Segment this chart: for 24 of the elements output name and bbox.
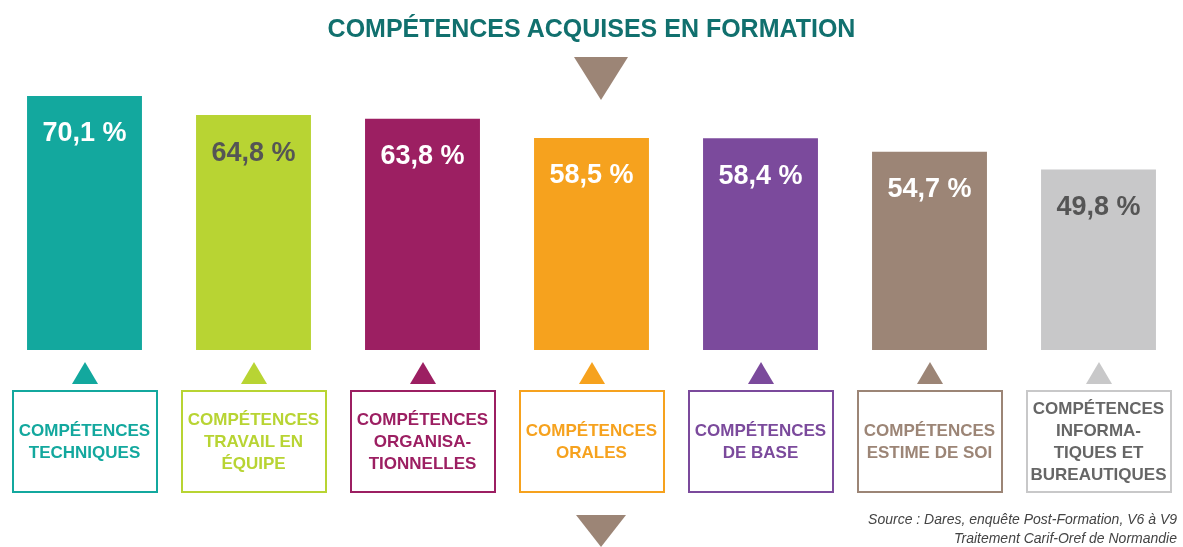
bar — [196, 115, 311, 350]
x-tick-label: COMPÉTENCES ORGANISA-TIONNELLES — [349, 390, 496, 493]
bar — [872, 151, 987, 350]
text: Traitement Carif-Oref de Normandie — [952, 529, 1177, 547]
data-label: 63,8 % — [380, 140, 465, 171]
x-tick-label: COMPÉTENCES ORALES — [518, 390, 665, 493]
bar — [534, 137, 649, 350]
data-label: 64,8 % — [211, 136, 296, 167]
x-tick-label: COMPÉTENCES TRAVAIL EN ÉQUIPE — [180, 390, 327, 493]
data-label: 58,5 % — [549, 159, 634, 190]
data-label: 58,4 % — [718, 159, 803, 190]
x-tick-label: COMPÉTENCES TECHNIQUES — [11, 390, 158, 493]
x-tick-label: COMPÉTENCES INFORMA-TIQUES ET BUREAUTIQUES — [1025, 390, 1172, 493]
data-label: 70,1 % — [42, 117, 127, 148]
source-note: Source : Dares, enquête Post-Formation, V6 à V9 — [868, 510, 1177, 529]
x-tick-label: COMPÉTENCES DE BASE — [687, 390, 834, 493]
x-tick-label: COMPÉTENCES ESTIME DE SOI — [856, 390, 1003, 493]
bar — [365, 118, 480, 350]
chart-title: COMPÉTENCES ACQUISES EN FORMATION — [326, 14, 857, 43]
data-label: 54,7 % — [887, 173, 972, 204]
data-label: 49,8 % — [1056, 190, 1141, 221]
bar — [1041, 169, 1156, 350]
bar — [27, 95, 142, 350]
bar — [703, 138, 818, 350]
